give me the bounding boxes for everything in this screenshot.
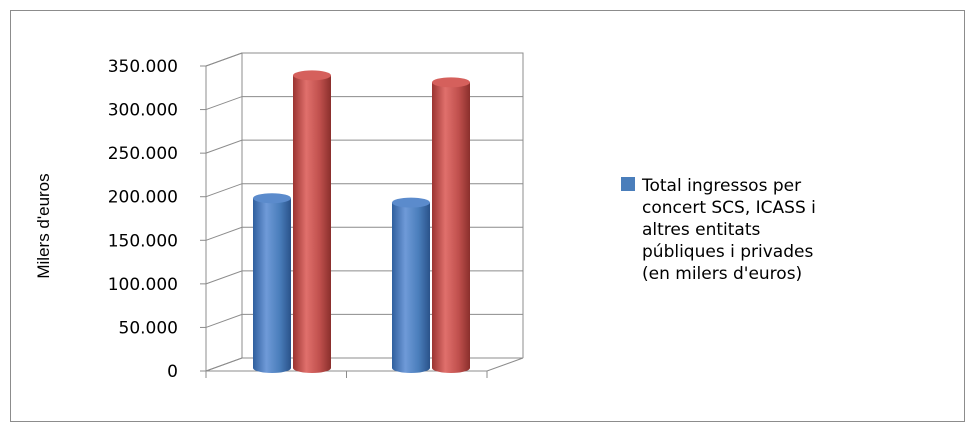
legend-swatch	[621, 177, 635, 191]
y-tick-label: 300.000	[108, 101, 178, 121]
bar-top	[432, 77, 470, 88]
bar-top	[293, 70, 331, 81]
y-axis-ticks: 0 50.000 100.000 150.000 200.000 250.000 300.0…	[108, 57, 178, 382]
gridlines	[200, 52, 523, 378]
bar-body	[253, 198, 291, 373]
legend-line: Total ingressos per	[641, 176, 801, 196]
bar-body	[392, 202, 430, 373]
chart-frame	[10, 10, 965, 422]
bar	[293, 70, 331, 373]
gridline	[205, 96, 523, 111]
bar-top	[392, 197, 430, 208]
bar	[392, 197, 430, 373]
bar	[432, 77, 470, 374]
bar-body	[432, 82, 470, 374]
legend-line: altres entitats	[642, 220, 761, 240]
y-tick-label: 0	[167, 362, 178, 382]
y-tick-label: 250.000	[108, 144, 178, 164]
legend-line: concert SCS, ICASS i	[642, 198, 816, 218]
legend-line: públiques i privades	[642, 242, 813, 262]
y-tick-label: 150.000	[108, 231, 178, 251]
y-tick-label: 200.000	[108, 188, 178, 208]
y-tick-label: 350.000	[108, 57, 178, 77]
gridline	[205, 139, 523, 154]
y-axis-label: Milers d'euros	[34, 173, 53, 278]
y-tick-label: 50.000	[119, 318, 178, 338]
y-tick-label: 100.000	[108, 275, 178, 295]
bar-body	[293, 75, 331, 373]
bars	[253, 70, 470, 374]
legend-line: (en milers d'euros)	[642, 264, 802, 284]
side-wall	[205, 52, 243, 372]
bar	[253, 193, 291, 373]
gridline	[205, 183, 523, 198]
gridline	[205, 52, 523, 67]
bar-top	[253, 193, 291, 204]
floor	[205, 357, 524, 372]
